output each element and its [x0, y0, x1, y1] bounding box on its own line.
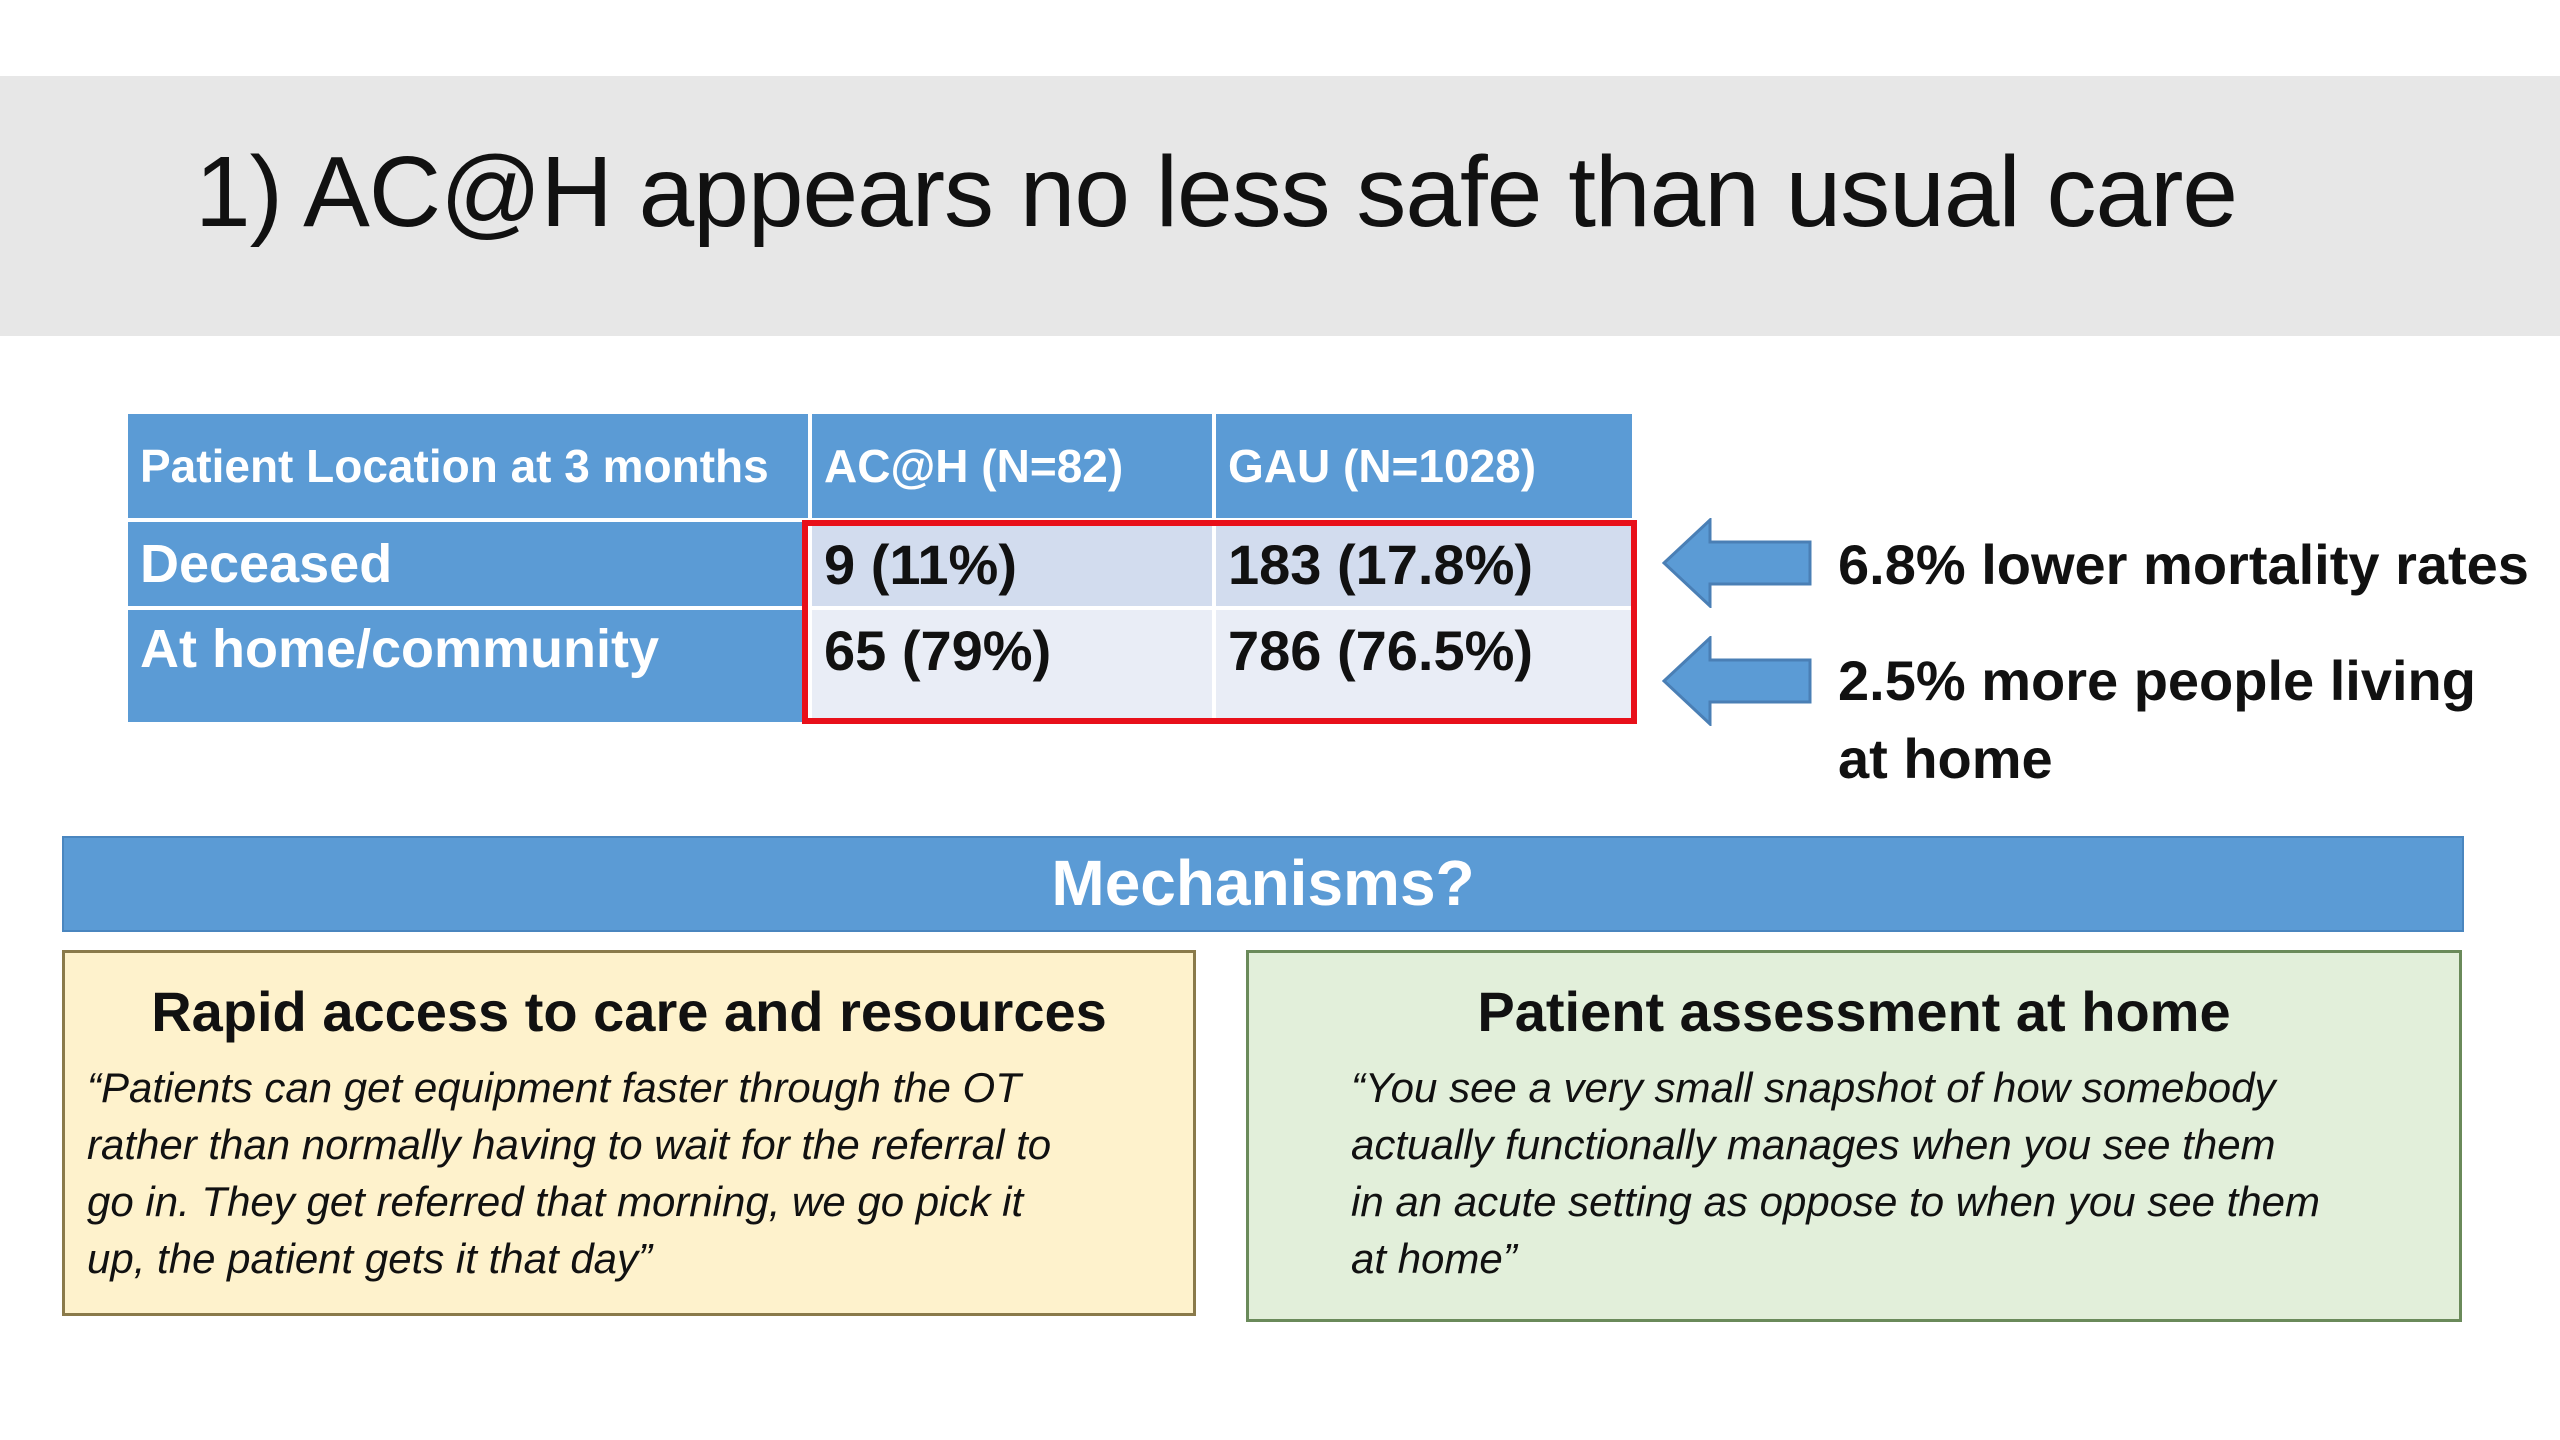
cell-gau-deceased: 183 (17.8%)	[1212, 518, 1636, 610]
left-arrow-icon	[1662, 518, 1812, 608]
title-band	[0, 76, 2560, 336]
quote-line: actually functionally manages when you s…	[1351, 1121, 2276, 1168]
quote-line: in an acute setting as oppose to when yo…	[1351, 1178, 2320, 1225]
cell-gau-home: 786 (76.5%)	[1212, 606, 1636, 726]
quote-line: “You see a very small snapshot of how so…	[1351, 1064, 2276, 1111]
quote-line: rather than normally having to wait for …	[87, 1121, 1052, 1168]
quote-line: go in. They get referred that morning, w…	[87, 1178, 1024, 1225]
row-label-home: At home/community	[124, 606, 812, 726]
slide-title: 1) AC@H appears no less safe than usual …	[195, 136, 2238, 248]
home-note-line2: at home	[1838, 727, 2053, 790]
home-note-line1: 2.5% more people living	[1838, 649, 2476, 712]
home-assessment-title: Patient assessment at home	[1477, 980, 2231, 1043]
cell-ach-deceased: 9 (11%)	[808, 518, 1216, 610]
rapid-access-title: Rapid access to care and resources	[151, 980, 1107, 1043]
table-row-deceased: Deceased 9 (11%) 183 (17.8%)	[124, 518, 1636, 610]
table-header-row: Patient Location at 3 months AC@H (N=82)…	[124, 410, 1636, 522]
header-ach: AC@H (N=82)	[808, 410, 1216, 522]
home-assessment-quote: “You see a very small snapshot of how so…	[1351, 1059, 2451, 1287]
home-assessment-box: Patient assessment at home “You see a ve…	[1246, 950, 2462, 1322]
cell-ach-home: 65 (79%)	[808, 606, 1216, 726]
left-arrow-icon	[1662, 636, 1812, 726]
table-row-home: At home/community 65 (79%) 786 (76.5%)	[124, 606, 1636, 726]
rapid-access-box: Rapid access to care and resources “Pati…	[62, 950, 1196, 1316]
mechanisms-heading: Mechanisms?	[62, 836, 2464, 932]
quote-line: at home”	[1351, 1235, 1517, 1282]
rapid-access-quote: “Patients can get equipment faster throu…	[87, 1059, 1177, 1287]
header-location: Patient Location at 3 months	[124, 410, 812, 522]
quote-line: up, the patient gets it that day”	[87, 1235, 653, 1282]
mortality-note: 6.8% lower mortality rates	[1838, 533, 2529, 596]
row-label-deceased: Deceased	[124, 518, 812, 610]
quote-line: “Patients can get equipment faster throu…	[87, 1064, 1021, 1111]
results-table: Patient Location at 3 months AC@H (N=82)…	[124, 410, 1636, 726]
header-gau: GAU (N=1028)	[1212, 410, 1636, 522]
